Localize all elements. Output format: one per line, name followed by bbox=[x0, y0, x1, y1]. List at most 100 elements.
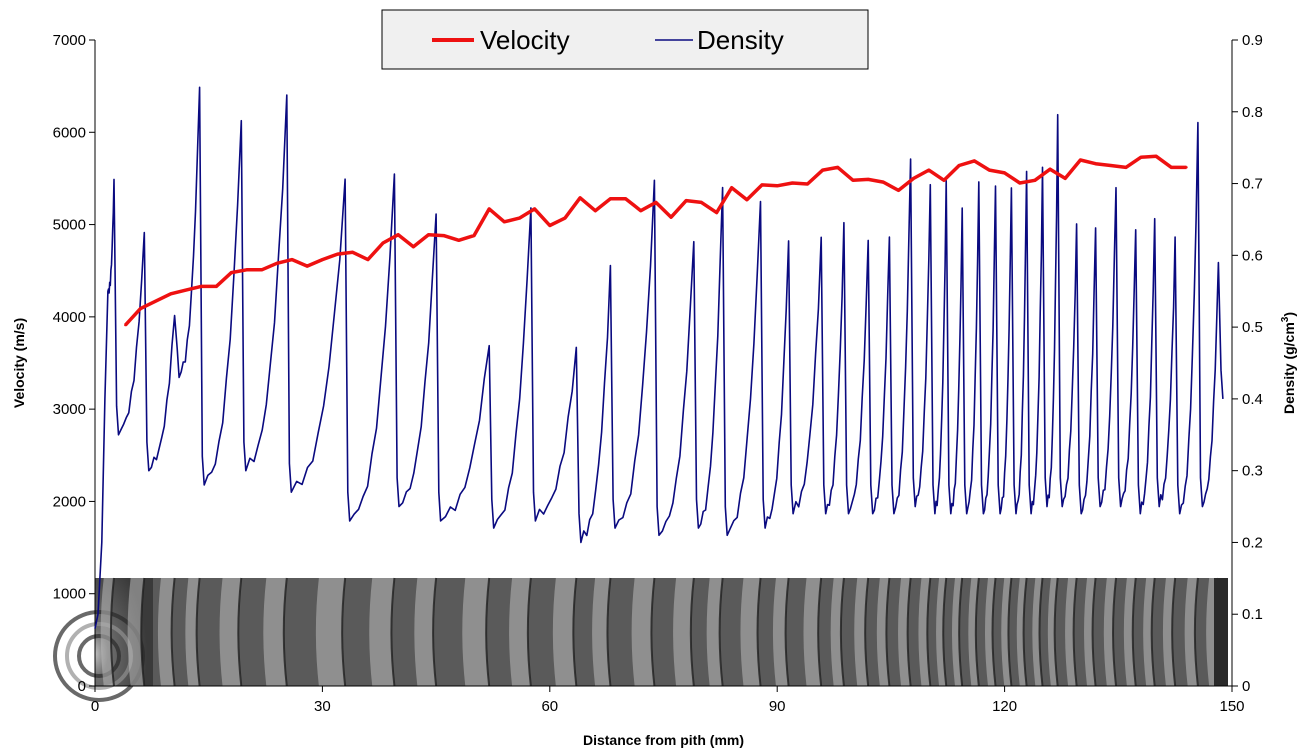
y2-axis-title-sup: 3 bbox=[1280, 316, 1291, 322]
wood-core-ring-line bbox=[140, 577, 146, 687]
wood-core-ring-line bbox=[1091, 577, 1097, 687]
y2-tick-label: 0 bbox=[1242, 678, 1250, 695]
velocity-point bbox=[1048, 168, 1052, 171]
velocity-point bbox=[1003, 171, 1006, 175]
wood-core-ring-line bbox=[756, 577, 762, 687]
velocity-point bbox=[897, 189, 900, 192]
wood-core-ring-line bbox=[526, 577, 532, 687]
wood-core-ring-band bbox=[509, 578, 531, 686]
velocity-point bbox=[654, 201, 658, 204]
wood-core-pith-ring bbox=[77, 634, 121, 678]
wood-core-pith-ring bbox=[53, 610, 145, 702]
velocity-point bbox=[290, 258, 294, 261]
velocity-point bbox=[442, 234, 445, 237]
velocity-point bbox=[821, 168, 824, 172]
velocity-point bbox=[1139, 156, 1143, 159]
y2-axis-title: Density (g/cm3) bbox=[1280, 312, 1297, 414]
velocity-point bbox=[988, 168, 991, 172]
y2-tick-label: 0.5 bbox=[1242, 319, 1263, 336]
wood-core-ring-band bbox=[592, 578, 611, 686]
wood-core-ring-band bbox=[127, 578, 145, 686]
wood-core-ring-band bbox=[552, 578, 577, 686]
velocity-point bbox=[973, 159, 976, 163]
velocity-point bbox=[730, 186, 733, 189]
velocity-point bbox=[548, 224, 551, 227]
velocity-point bbox=[1018, 181, 1021, 185]
velocity-point bbox=[669, 215, 673, 219]
y2-tick-label: 0.7 bbox=[1242, 176, 1263, 193]
x-axis-title: Distance from pith (mm) bbox=[583, 732, 744, 748]
velocity-point bbox=[169, 292, 172, 295]
y2-tick-label: 0.4 bbox=[1242, 391, 1263, 408]
wood-core-ring-line bbox=[237, 577, 243, 687]
velocity-point bbox=[336, 252, 339, 256]
wood-core-ring-band bbox=[315, 578, 346, 686]
wood-core-ring-line bbox=[906, 577, 912, 687]
wood-core-ring-band bbox=[263, 578, 287, 686]
velocity-point bbox=[745, 198, 749, 201]
legend-density-label: Density bbox=[697, 25, 784, 55]
x-tick-label: 30 bbox=[314, 698, 331, 715]
wood-core-ring-line bbox=[432, 577, 438, 687]
wood-core-ring-line bbox=[485, 577, 491, 687]
y2-tick-label: 0.3 bbox=[1242, 463, 1263, 480]
wood-core-ring-band bbox=[830, 578, 844, 686]
y2-axis-title-end: ) bbox=[1281, 312, 1297, 317]
velocity-point bbox=[427, 233, 430, 236]
wood-core-ring-band bbox=[706, 578, 723, 686]
velocity-point bbox=[776, 184, 779, 188]
wood-core-ring-line bbox=[689, 577, 695, 687]
y-tick-label: 4000 bbox=[53, 309, 86, 326]
wood-core-ring-line bbox=[839, 577, 845, 687]
velocity-point bbox=[215, 285, 218, 288]
velocity-point bbox=[791, 181, 794, 185]
velocity-point bbox=[927, 168, 930, 172]
wood-core-ring-line bbox=[606, 577, 612, 687]
wood-core-ring-line bbox=[974, 577, 980, 687]
velocity-point bbox=[1033, 179, 1037, 182]
velocity-point bbox=[503, 220, 506, 224]
wood-core-ring-band bbox=[414, 578, 437, 686]
velocity-point bbox=[275, 262, 279, 265]
velocity-point bbox=[472, 234, 476, 237]
velocity-point bbox=[685, 199, 688, 202]
velocity-point bbox=[594, 209, 597, 212]
y2-tick-label: 0.1 bbox=[1242, 606, 1263, 623]
y-tick-label: 1000 bbox=[53, 586, 86, 603]
velocity-point bbox=[760, 183, 764, 187]
velocity-point bbox=[412, 245, 415, 248]
velocity-point bbox=[942, 179, 946, 182]
wood-core-ring-band bbox=[772, 578, 789, 686]
wood-core-ring-line bbox=[1150, 577, 1156, 687]
velocity-point bbox=[715, 211, 718, 214]
y-tick-label: 5000 bbox=[53, 217, 86, 234]
y-tick-label: 6000 bbox=[53, 124, 86, 141]
wood-core-ring-line bbox=[650, 577, 656, 687]
velocity-point bbox=[912, 177, 915, 180]
y2-axis-title-main: Density (g/cm bbox=[1281, 322, 1297, 414]
wood-core-ring-line bbox=[390, 577, 396, 687]
y2-tick-label: 0.2 bbox=[1242, 534, 1263, 551]
velocity-point bbox=[245, 268, 248, 271]
velocity-point bbox=[1155, 155, 1158, 158]
velocity-point bbox=[1079, 158, 1082, 162]
velocity-point bbox=[1064, 177, 1067, 180]
velocity-point bbox=[806, 182, 809, 186]
wood-core-ring-line bbox=[1053, 577, 1059, 687]
y2-tick-label: 0.6 bbox=[1242, 247, 1263, 264]
velocity-point bbox=[457, 239, 461, 242]
velocity-point bbox=[624, 197, 627, 200]
wood-core-ring-band bbox=[803, 578, 822, 686]
velocity-point bbox=[366, 258, 370, 261]
wood-core-ring-line bbox=[1171, 577, 1177, 687]
wood-core-ring-line bbox=[1072, 577, 1078, 687]
wood-core-ring-line bbox=[170, 577, 176, 687]
wood-core-ring-line bbox=[341, 577, 347, 687]
velocity-point bbox=[199, 285, 203, 288]
wood-core-ring-band bbox=[100, 578, 114, 686]
velocity-point bbox=[1124, 166, 1128, 169]
velocity-point bbox=[518, 216, 521, 220]
wood-core-ring-line bbox=[572, 577, 578, 687]
wood-core-ring-line bbox=[109, 577, 115, 687]
density-line bbox=[94, 86, 1224, 629]
